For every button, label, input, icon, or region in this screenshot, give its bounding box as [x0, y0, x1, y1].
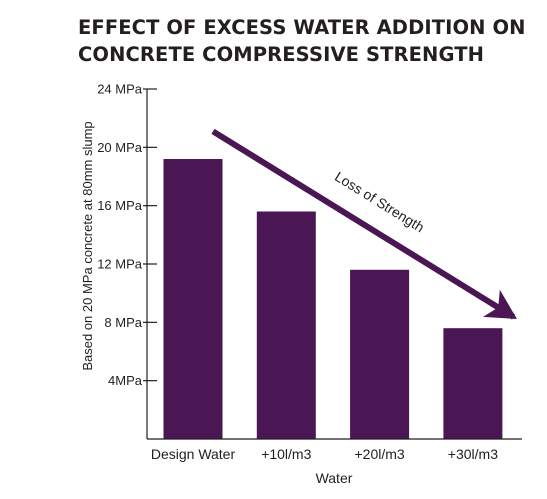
- x-labels-layer: Design Water +10l/m3 +20l/m3 +30l/m3: [151, 446, 498, 462]
- x-axis-title: Water: [316, 470, 353, 486]
- chart-title-line-1: EFFECT OF EXCESS WATER ADDITION ON: [78, 16, 526, 39]
- bar-0: [163, 159, 223, 439]
- loss-of-strength-arrow: [211, 128, 517, 320]
- x-tick-label-1: +10l/m3: [261, 446, 311, 462]
- bar-2: [350, 269, 410, 439]
- y-tick-label-5: 24 MPa: [97, 82, 143, 97]
- annotation-label: Loss of Strength: [332, 168, 427, 235]
- x-tick-label-0: Design Water: [151, 446, 236, 462]
- y-tick-label-4: 20 MPa: [97, 140, 143, 155]
- y-axis-title: Based on 20 MPa concrete at 80mm slump: [80, 121, 95, 370]
- x-tick-label-3: +30l/m3: [448, 446, 498, 462]
- y-tick-label-1: 8 MPa: [104, 315, 142, 330]
- y-tick-label-3: 16 MPa: [97, 198, 143, 213]
- bars-layer: [163, 159, 503, 439]
- chart-title-line-2: CONCRETE COMPRESSIVE STRENGTH: [78, 43, 485, 66]
- y-tick-label-0: 4MPa: [108, 373, 143, 388]
- x-tick-label-2: +20l/m3: [354, 446, 404, 462]
- y-tick-label-2: 12 MPa: [97, 257, 143, 272]
- bar-3: [443, 328, 503, 439]
- chart-title: EFFECT OF EXCESS WATER ADDITION ON CONCR…: [78, 14, 538, 68]
- y-ticks-layer: 4MPa 8 MPa 12 MPa 16 MPa 20 MPa 24 MPa: [97, 82, 157, 388]
- bar-1: [256, 211, 316, 439]
